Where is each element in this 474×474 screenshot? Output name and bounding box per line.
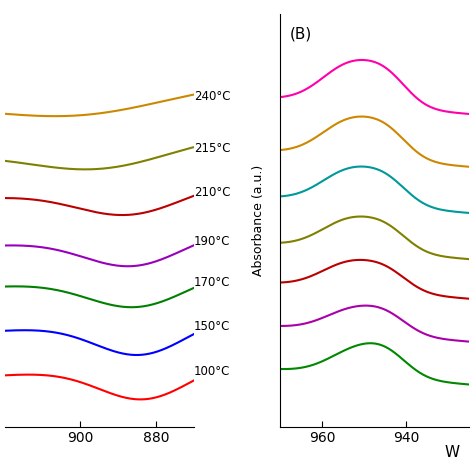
Text: W: W [445,445,460,460]
Text: 240°C: 240°C [194,90,230,103]
Text: 170°C: 170°C [194,276,230,289]
Text: 190°C: 190°C [194,235,230,247]
Text: 150°C: 150°C [194,320,230,333]
Text: 210°C: 210°C [194,186,230,200]
Text: 215°C: 215°C [194,142,230,155]
Text: (B): (B) [290,27,312,42]
Text: Absorbance (a.u.): Absorbance (a.u.) [252,165,265,276]
Text: 100°C: 100°C [194,365,230,378]
